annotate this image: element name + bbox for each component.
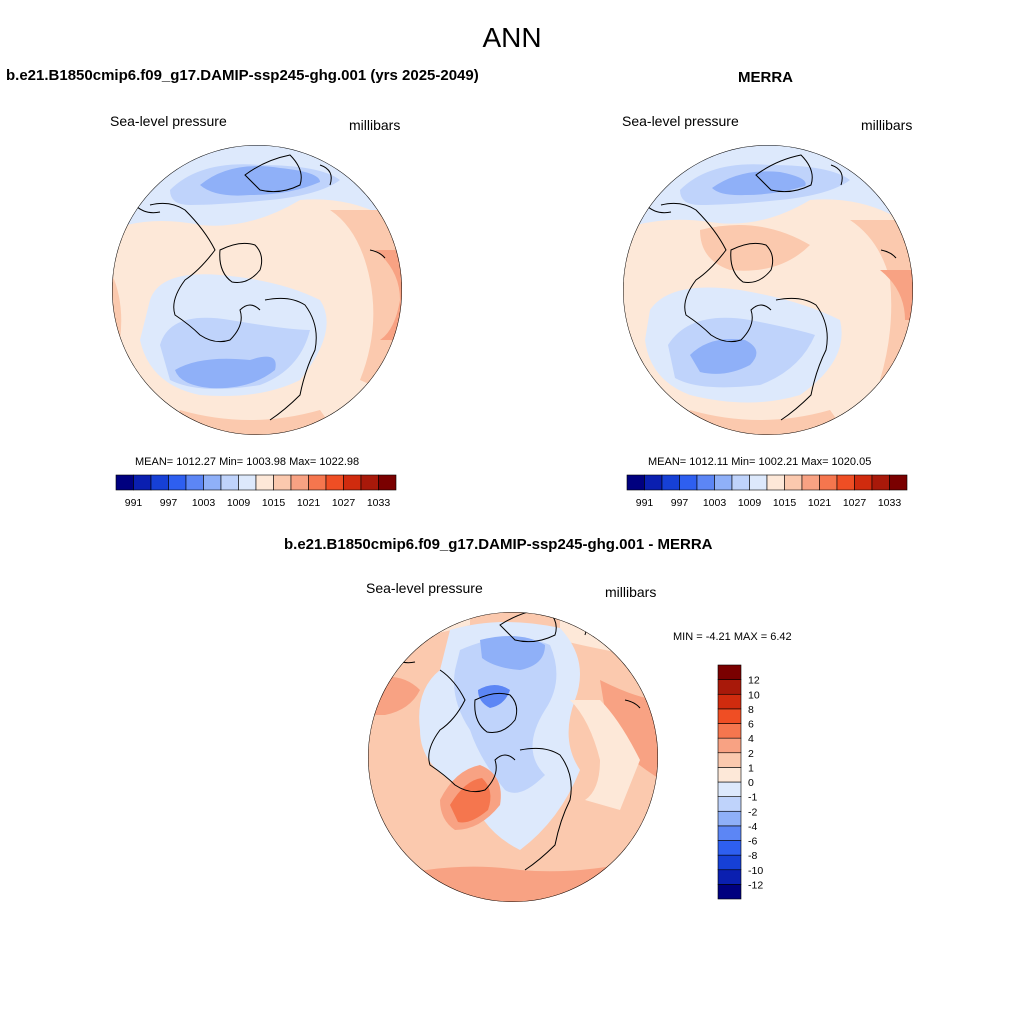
- colorbar-tick-label: 1: [748, 762, 754, 774]
- colorbar-swatch: [819, 474, 838, 491]
- map-panel-2: [623, 145, 913, 435]
- colorbar-swatch: [290, 474, 309, 491]
- colorbar-swatch: [889, 474, 908, 491]
- colorbar-tick-label: 1015: [262, 497, 286, 509]
- colorbar-swatch: [644, 474, 663, 491]
- colorbar-tick-label: 10: [748, 689, 760, 701]
- colorbar-tick-label: 1033: [878, 497, 902, 509]
- panel-2-variable-label: Sea-level pressure: [622, 113, 739, 129]
- colorbar-swatch: [717, 723, 742, 739]
- colorbar-swatch: [717, 854, 742, 871]
- colorbar-tick-label: 1003: [192, 497, 216, 509]
- colorbar-swatch: [717, 767, 742, 783]
- colorbar-swatch: [308, 474, 327, 491]
- colorbar-tick-label: 1027: [843, 497, 867, 509]
- colorbar-swatch: [717, 825, 742, 841]
- colorbar-panel-1: 991 997 1003 1009 1015 1021 1027 1033: [115, 474, 397, 509]
- colorbar-swatch: [150, 474, 169, 491]
- colorbar-tick-label: 4: [748, 733, 754, 745]
- colorbar-tick-label: 997: [160, 497, 178, 509]
- colorbar-swatch: [717, 664, 742, 680]
- colorbar-tick-label: 8: [748, 704, 754, 716]
- colorbar-swatch: [717, 679, 742, 695]
- colorbar-swatch: [717, 869, 742, 885]
- colorbar-tick-label: 991: [636, 497, 654, 509]
- colorbar-swatch: [766, 474, 785, 491]
- figure-title: ANN: [482, 22, 542, 53]
- colorbar-tick-label: -1: [748, 792, 757, 804]
- panel-3-minmax: MIN = -4.21 MAX = 6.42: [673, 631, 792, 643]
- colorbar-tick-label: 12: [748, 675, 760, 687]
- colorbar-swatch: [749, 474, 768, 491]
- colorbar-tick-label: 1009: [227, 497, 251, 509]
- colorbar-tick-label: 1027: [332, 497, 356, 509]
- panel-1-units-label: millibars: [349, 117, 401, 133]
- map-panel-3: [368, 612, 658, 902]
- colorbar-tick-label: -10: [748, 865, 763, 877]
- colorbar-tick-label: -4: [748, 821, 757, 833]
- colorbar-tick-label: 1033: [367, 497, 391, 509]
- colorbar-swatch: [360, 474, 379, 491]
- colorbar-swatch: [801, 474, 820, 491]
- colorbar-swatch: [343, 474, 362, 491]
- colorbar-swatch: [731, 474, 750, 491]
- panel-2-stats: MEAN= 1012.11 Min= 1002.21 Max= 1020.05: [648, 456, 872, 468]
- map-panel-1: [112, 145, 402, 435]
- colorbar-tick-label: 991: [125, 497, 143, 509]
- panel-2-title: MERRA: [738, 69, 793, 86]
- colorbar-swatch: [115, 474, 134, 491]
- panel-2-units-label: millibars: [861, 117, 913, 133]
- panel-1-variable-label: Sea-level pressure: [110, 113, 227, 129]
- colorbar-swatch: [255, 474, 274, 491]
- colorbar-tick-label: 1003: [703, 497, 727, 509]
- panel-1-title: b.e21.B1850cmip6.f09_g17.DAMIP-ssp245-gh…: [6, 67, 479, 84]
- colorbar-swatch: [717, 796, 742, 812]
- colorbar-tick-label: 1021: [297, 497, 321, 509]
- colorbar-tick-label: 0: [748, 777, 754, 789]
- colorbar-swatch: [717, 752, 742, 768]
- colorbar-swatch: [717, 810, 742, 827]
- colorbar-tick-label: -8: [748, 850, 757, 862]
- colorbar-swatch: [717, 884, 742, 900]
- colorbar-panel-2: 991 997 1003 1009 1015 1021 1027 1033: [626, 474, 908, 509]
- colorbar-tick-label: 1009: [738, 497, 762, 509]
- colorbar-swatch: [325, 474, 344, 491]
- colorbar-tick-label: 1015: [773, 497, 797, 509]
- colorbar-swatch: [238, 474, 257, 491]
- colorbar-swatch: [133, 474, 152, 491]
- panel-1-stats: MEAN= 1012.27 Min= 1003.98 Max= 1022.98: [135, 456, 360, 468]
- colorbar-swatch: [836, 474, 855, 491]
- colorbar-tick-label: -12: [748, 879, 763, 891]
- panel-3-title: b.e21.B1850cmip6.f09_g17.DAMIP-ssp245-gh…: [284, 536, 713, 553]
- colorbar-swatch: [679, 474, 698, 491]
- colorbar-swatch: [717, 737, 742, 754]
- colorbar-swatch: [220, 474, 239, 491]
- colorbar-swatch: [871, 474, 890, 491]
- colorbar-swatch: [717, 708, 742, 724]
- colorbar-swatch: [661, 474, 680, 491]
- colorbar-swatch: [714, 474, 733, 491]
- colorbar-swatch: [784, 474, 803, 491]
- panel-3-variable-label: Sea-level pressure: [366, 580, 483, 596]
- colorbar-swatch: [717, 693, 742, 710]
- colorbar-swatch: [717, 840, 742, 856]
- colorbar-tick-label: -6: [748, 836, 757, 848]
- colorbar-swatch: [168, 474, 187, 491]
- colorbar-swatch: [854, 474, 873, 491]
- colorbar-tick-label: 6: [748, 719, 754, 731]
- colorbar-swatch: [717, 781, 742, 797]
- panel-3-units-label: millibars: [605, 584, 657, 600]
- colorbar-swatch: [203, 474, 222, 491]
- colorbar-tick-label: 2: [748, 748, 754, 760]
- colorbar-tick-label: 1021: [808, 497, 832, 509]
- colorbar-swatch: [378, 474, 397, 491]
- colorbar-tick-label: -2: [748, 806, 757, 818]
- colorbar-swatch: [696, 474, 715, 491]
- colorbar-swatch: [626, 474, 645, 491]
- colorbar-swatch: [185, 474, 204, 491]
- colorbar-tick-label: 997: [671, 497, 689, 509]
- colorbar-swatch: [273, 474, 292, 491]
